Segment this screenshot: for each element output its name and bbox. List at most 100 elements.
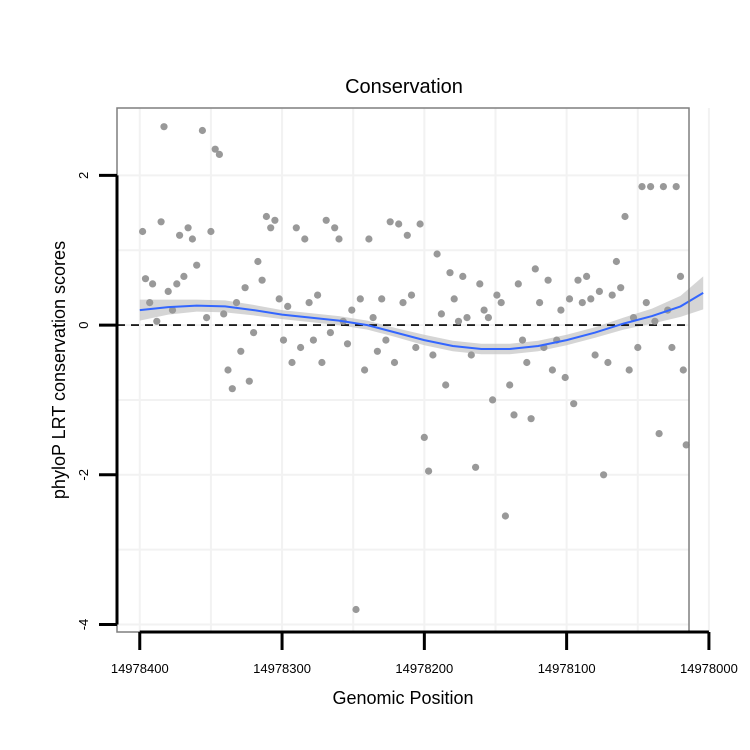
data-point xyxy=(454,317,463,325)
data-point xyxy=(412,343,420,352)
data-point xyxy=(220,310,228,318)
data-point xyxy=(386,218,394,226)
data-point xyxy=(506,381,514,389)
data-point xyxy=(472,463,480,471)
data-point xyxy=(416,220,424,228)
x-tick-label: 14978400 xyxy=(111,661,169,676)
data-point xyxy=(254,257,262,266)
data-point xyxy=(369,314,377,322)
data-point xyxy=(361,366,369,374)
y-tick-label: -4 xyxy=(76,619,91,631)
x-axis: 14978400 14978300 14978200 14978100 14978000 xyxy=(111,630,738,676)
data-point xyxy=(476,280,484,288)
data-point xyxy=(629,314,638,322)
data-point xyxy=(425,467,433,475)
data-point xyxy=(390,358,399,367)
data-point xyxy=(180,272,188,280)
data-point xyxy=(437,310,445,318)
y-tick-label: 0 xyxy=(76,321,91,328)
data-point xyxy=(149,280,157,288)
data-point xyxy=(642,299,650,307)
data-point xyxy=(518,336,527,344)
data-point xyxy=(561,373,569,382)
data-point xyxy=(237,347,245,355)
data-point xyxy=(399,299,407,307)
data-point xyxy=(228,385,236,393)
data-point xyxy=(146,299,154,307)
data-point xyxy=(157,218,165,226)
data-point xyxy=(651,317,659,325)
data-point xyxy=(211,145,219,153)
data-point xyxy=(536,299,544,307)
data-point xyxy=(510,411,518,419)
data-point xyxy=(679,366,687,374)
data-point xyxy=(467,351,475,359)
data-point xyxy=(600,471,608,479)
y-axis-label: phyloP LRT conservation scores xyxy=(49,241,69,499)
data-point xyxy=(245,377,253,385)
data-point xyxy=(583,272,591,280)
x-tick-label: 14978100 xyxy=(538,661,596,676)
data-point xyxy=(493,291,501,299)
data-point xyxy=(489,396,497,404)
x-tick-label: 14978200 xyxy=(395,661,453,676)
data-point xyxy=(655,430,663,438)
panel-background xyxy=(117,108,689,632)
data-point xyxy=(343,340,352,348)
data-point xyxy=(608,291,616,299)
data-point xyxy=(365,235,373,243)
data-point xyxy=(348,306,356,314)
data-point xyxy=(557,306,565,314)
data-point xyxy=(527,415,535,423)
plot-panel xyxy=(116,107,710,633)
data-point xyxy=(420,433,428,441)
data-point xyxy=(141,275,150,283)
data-point xyxy=(433,250,441,258)
data-point xyxy=(297,343,305,352)
data-point xyxy=(356,295,364,303)
data-point xyxy=(139,227,147,236)
data-point xyxy=(672,183,680,191)
data-point xyxy=(173,280,181,288)
data-point xyxy=(215,150,223,158)
data-point xyxy=(625,366,633,374)
data-point xyxy=(309,336,317,344)
data-point xyxy=(407,291,416,299)
data-point xyxy=(450,295,458,303)
data-point xyxy=(279,336,288,344)
data-point xyxy=(634,343,642,352)
data-point xyxy=(570,400,578,408)
data-points xyxy=(139,123,690,614)
data-point xyxy=(262,212,270,221)
data-point xyxy=(292,224,300,232)
data-point xyxy=(682,441,690,449)
data-point xyxy=(595,287,604,295)
y-tick-label: 2 xyxy=(76,172,91,179)
data-point xyxy=(184,224,192,232)
data-point xyxy=(271,216,279,224)
data-point xyxy=(284,302,292,310)
data-point xyxy=(484,314,492,322)
data-point xyxy=(331,224,339,232)
data-point xyxy=(565,295,574,303)
y-tick-label: -2 xyxy=(76,469,91,481)
data-point xyxy=(621,212,629,221)
data-point xyxy=(501,512,509,520)
x-tick-label: 14978300 xyxy=(253,661,311,676)
data-point xyxy=(250,329,258,337)
data-point xyxy=(207,227,215,236)
data-point xyxy=(617,284,625,292)
data-point xyxy=(578,299,586,307)
data-point xyxy=(378,295,386,303)
data-point xyxy=(463,314,471,322)
data-point xyxy=(153,317,161,325)
data-point xyxy=(305,299,313,307)
data-point xyxy=(587,295,595,303)
data-point xyxy=(395,220,403,228)
data-point xyxy=(574,276,582,284)
data-point xyxy=(176,231,184,239)
data-point xyxy=(241,284,249,292)
data-point xyxy=(604,358,612,367)
data-point xyxy=(647,183,655,191)
